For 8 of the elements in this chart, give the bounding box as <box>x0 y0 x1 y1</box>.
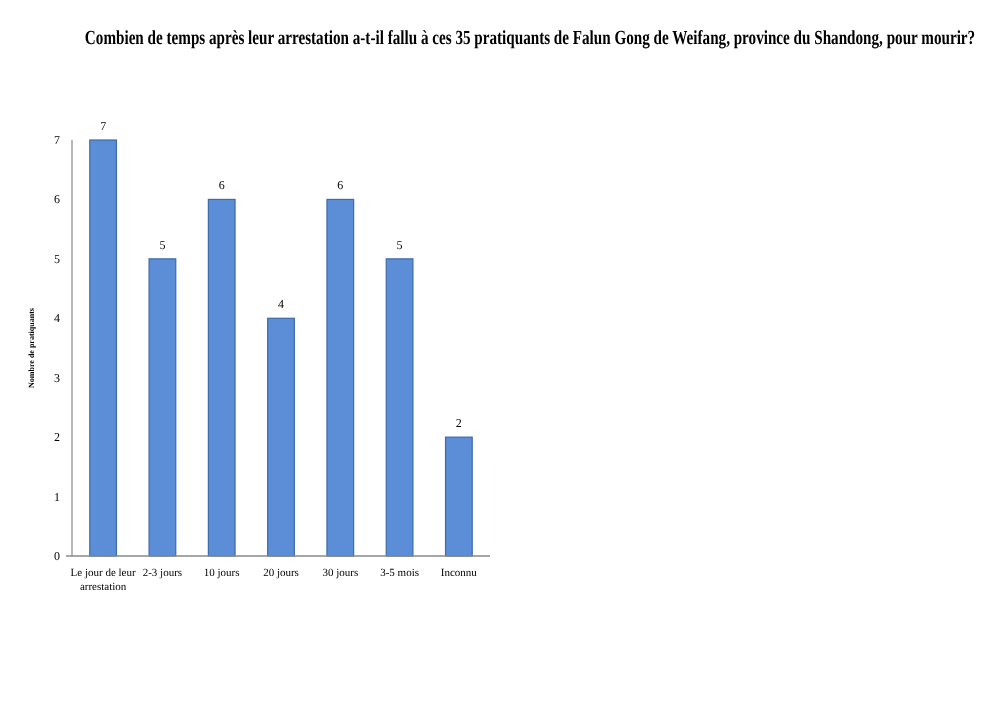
bar <box>444 436 473 557</box>
bar <box>207 198 236 557</box>
bar <box>385 258 414 557</box>
chart-title: Combien de temps après leur arrestation a-t-il fallu à ces 35 pratiquants de Falun Gong de Weifang, province du Shandong, pour mourir? <box>84 25 976 49</box>
bar <box>326 198 355 557</box>
bar <box>267 317 295 557</box>
bar <box>89 139 118 557</box>
bar <box>148 258 177 557</box>
